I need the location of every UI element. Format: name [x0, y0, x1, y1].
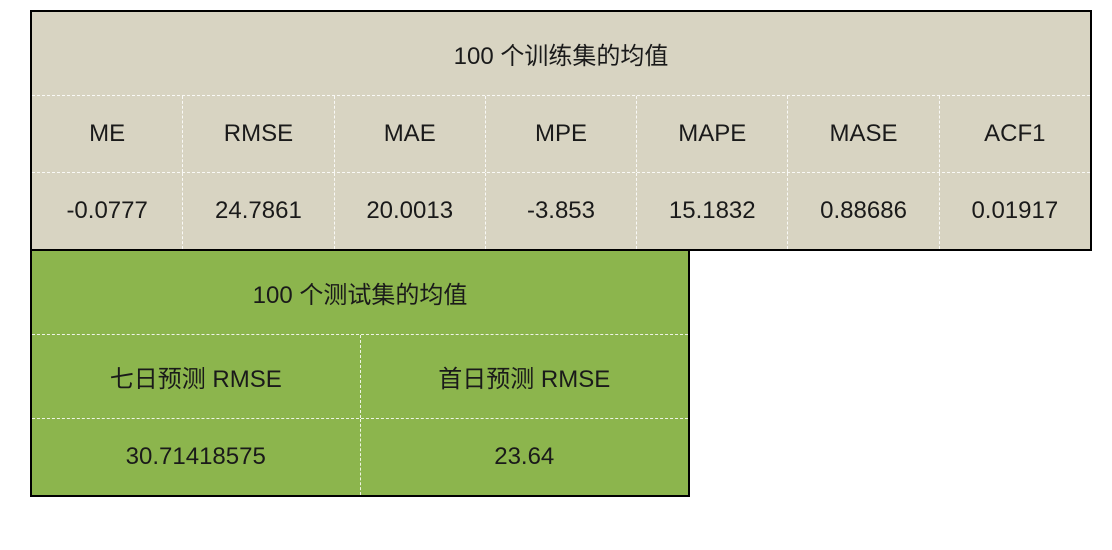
training-table-value-row: -0.0777 24.7861 20.0013 -3.853 15.1832 0… [32, 172, 1090, 249]
val-day1-rmse: 23.64 [360, 419, 689, 495]
val-7day-rmse: 30.71418575 [32, 419, 360, 495]
val-mape: 15.1832 [636, 173, 787, 249]
val-mpe: -3.853 [485, 173, 636, 249]
val-rmse: 24.7861 [182, 173, 333, 249]
val-acf1: 0.01917 [939, 173, 1090, 249]
col-header-acf1: ACF1 [939, 96, 1090, 172]
training-table-title: 100 个训练集的均值 [32, 12, 1090, 95]
col-header-mape: MAPE [636, 96, 787, 172]
col-header-me: ME [32, 96, 182, 172]
col-header-mae: MAE [334, 96, 485, 172]
col-header-7day-rmse: 七日预测 RMSE [32, 335, 360, 418]
test-metrics-table: 100 个测试集的均值 七日预测 RMSE 首日预测 RMSE 30.71418… [30, 251, 690, 497]
test-table-value-row: 30.71418575 23.64 [32, 418, 688, 495]
col-header-mase: MASE [787, 96, 938, 172]
val-mase: 0.88686 [787, 173, 938, 249]
val-mae: 20.0013 [334, 173, 485, 249]
test-table-header-row: 七日预测 RMSE 首日预测 RMSE [32, 334, 688, 418]
col-header-day1-rmse: 首日预测 RMSE [360, 335, 689, 418]
val-me: -0.0777 [32, 173, 182, 249]
table-title-row: 100 个训练集的均值 [32, 12, 1090, 95]
col-header-rmse: RMSE [182, 96, 333, 172]
training-metrics-table: 100 个训练集的均值 ME RMSE MAE MPE MAPE MASE AC… [30, 10, 1092, 251]
col-header-mpe: MPE [485, 96, 636, 172]
test-table-title: 100 个测试集的均值 [32, 251, 688, 334]
table-title-row: 100 个测试集的均值 [32, 251, 688, 334]
training-table-header-row: ME RMSE MAE MPE MAPE MASE ACF1 [32, 95, 1090, 172]
